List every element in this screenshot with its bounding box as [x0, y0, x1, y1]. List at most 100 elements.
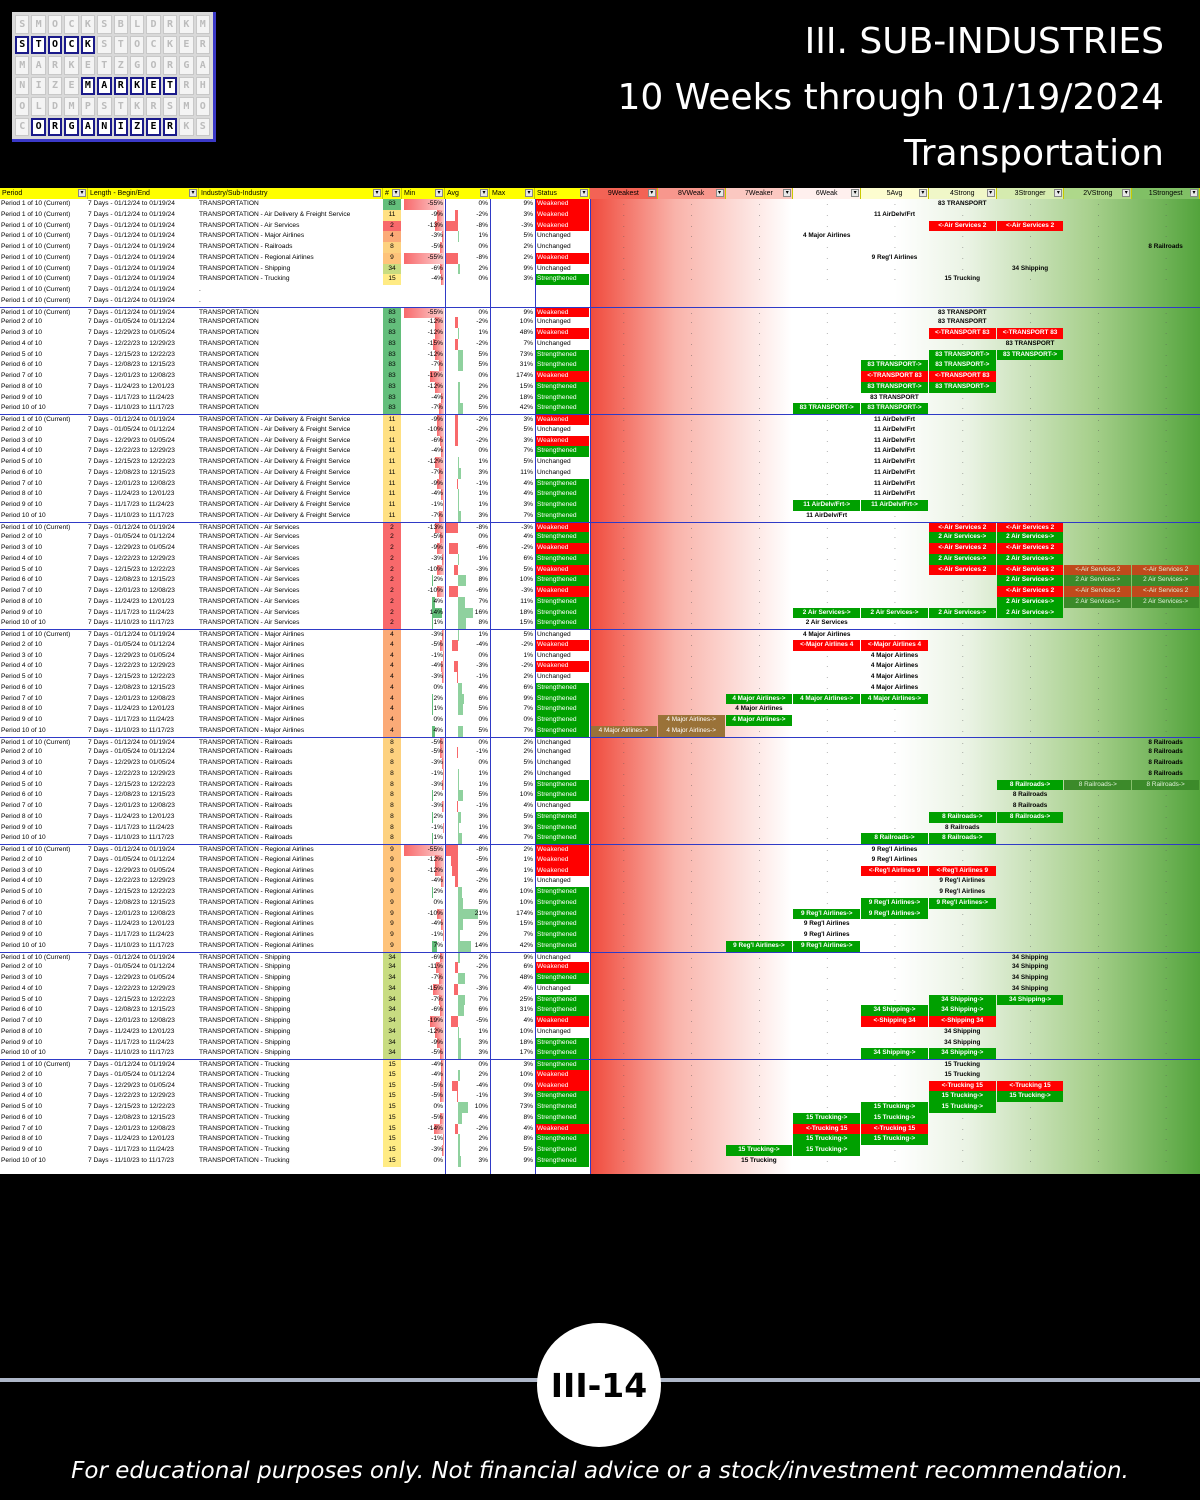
empty-marker: .: [623, 276, 625, 283]
empty-marker: .: [1097, 835, 1100, 842]
min-bar: [432, 607, 442, 619]
level-cell-3stronger: 2 Air Services->: [996, 607, 1064, 619]
cell-max: 3%: [523, 501, 533, 508]
filter-dropdown-icon[interactable]: ▾: [647, 189, 656, 197]
cell-industry: TRANSPORTATION - Shipping: [199, 995, 291, 1003]
empty-marker: .: [623, 770, 625, 777]
avg-bar: [458, 833, 462, 844]
filter-dropdown-icon[interactable]: ▾: [1054, 189, 1063, 197]
column-header-6weak[interactable]: 6Weak ▾: [793, 188, 862, 199]
cell-length: 7 Days - 11/10/23 to 11/17/23: [88, 726, 174, 734]
cell-period: Period 10 of 10: [1, 511, 46, 519]
cell-length: 7 Days - 12/29/23 to 01/05/24: [88, 329, 175, 336]
column-header-length-begin-end[interactable]: Length - Begin/End ▾: [88, 188, 199, 199]
column-header-min[interactable]: Min ▾: [402, 188, 445, 199]
empty-marker: .: [826, 706, 829, 713]
empty-marker: .: [894, 706, 896, 713]
column-header--[interactable]: # ▾: [383, 188, 402, 199]
avg-bar: [458, 822, 459, 834]
avg-bar: [456, 672, 458, 683]
empty-marker: .: [758, 856, 761, 863]
filter-dropdown-icon[interactable]: ▾: [525, 189, 533, 197]
column-header-industry-sub-industry[interactable]: Industry/Sub-Industry ▾: [199, 188, 383, 199]
empty-marker: .: [1029, 405, 1032, 412]
cell-min: -3%: [431, 780, 443, 788]
empty-marker: .: [690, 1147, 693, 1153]
cell-min: -1%: [431, 651, 443, 659]
empty-marker: .: [690, 1007, 693, 1014]
cell-count: 4: [383, 630, 401, 641]
cell-avg: 2%: [478, 393, 488, 401]
column-header-4strong[interactable]: 4Strong ▾: [928, 188, 997, 199]
cell-industry: TRANSPORTATION - Regional Airlines: [199, 855, 314, 863]
empty-marker: .: [690, 534, 693, 541]
empty-marker: .: [1097, 555, 1100, 562]
filter-dropdown-icon[interactable]: ▾: [986, 189, 995, 197]
empty-marker: .: [826, 1157, 829, 1164]
cell-max: 7%: [523, 726, 533, 734]
empty-marker: .: [758, 620, 761, 627]
cell-avg: 7%: [478, 597, 488, 605]
avg-bar: [458, 618, 466, 629]
table-row: Period 2 of 10 7 Days - 01/05/24 to 01/12…: [0, 639, 1200, 651]
filter-dropdown-icon[interactable]: ▾: [78, 189, 86, 197]
filter-dropdown-icon[interactable]: ▾: [851, 189, 860, 197]
cell-avg: -1%: [476, 673, 488, 680]
column-header-1strongest[interactable]: 1Strongest ▾: [1132, 188, 1200, 199]
cell-avg: -8%: [476, 253, 488, 261]
empty-marker: .: [826, 770, 829, 777]
filter-dropdown-icon[interactable]: ▾: [783, 189, 792, 197]
empty-marker: .: [1029, 727, 1032, 734]
filter-dropdown-icon[interactable]: ▾: [715, 189, 724, 197]
empty-marker: .: [623, 1082, 625, 1089]
level-cell-6weak: 9 Reg'l Airlines: [803, 920, 850, 928]
empty-marker: .: [1097, 1007, 1100, 1014]
cell-period: Period 2 of 10: [1, 640, 43, 648]
empty-marker: .: [894, 652, 896, 659]
cell-count: 83: [383, 360, 401, 371]
avg-bar: [449, 586, 458, 597]
column-header-avg[interactable]: Avg ▾: [445, 188, 490, 199]
level-cell-4strong: 34 Shipping->: [928, 1048, 996, 1059]
cell-industry: TRANSPORTATION - Railroads: [199, 759, 293, 766]
table-row: Period 1 of 10 (Current) 7 Days - 01/12/2…: [0, 951, 1200, 964]
empty-marker: .: [758, 405, 761, 412]
empty-marker: .: [758, 975, 761, 981]
column-header-max[interactable]: Max ▾: [490, 188, 535, 199]
cell-count: 4: [383, 650, 401, 662]
table-row: Period 9 of 10 7 Days - 11/17/23 to 11/24…: [0, 822, 1200, 834]
empty-marker: .: [1097, 803, 1100, 809]
empty-marker: .: [826, 577, 829, 584]
column-header-status[interactable]: Status ▾: [535, 188, 590, 199]
column-header-period[interactable]: Period ▾: [0, 188, 88, 199]
level-cell-4strong: 15 Trucking->: [928, 1102, 996, 1113]
filter-dropdown-icon[interactable]: ▾: [918, 189, 927, 197]
column-header-8vweak[interactable]: 8VWeak ▾: [657, 188, 726, 199]
filter-dropdown-icon[interactable]: ▾: [435, 189, 443, 197]
column-header-3stronger[interactable]: 3Stronger ▾: [996, 188, 1065, 199]
min-bar: [441, 489, 444, 500]
filter-dropdown-icon[interactable]: ▾: [189, 189, 197, 197]
column-header-7weaker[interactable]: 7Weaker ▾: [725, 188, 794, 199]
cell-count: 83: [383, 317, 401, 328]
level-cell-1strongest: <-Air Services 2: [1132, 564, 1199, 576]
cell-max: 7%: [523, 511, 533, 519]
filter-dropdown-icon[interactable]: ▾: [1190, 189, 1198, 197]
column-header-2vstrong[interactable]: 2VStrong ▾: [1064, 188, 1133, 199]
cell-status: Weakened: [535, 220, 589, 232]
filter-dropdown-icon[interactable]: ▾: [1122, 189, 1131, 197]
column-header-9weakest[interactable]: 9Weakest ▾: [590, 188, 658, 199]
level-cell-3stronger: <-Air Services 2: [996, 522, 1064, 534]
table-row: Period 8 of 10 7 Days - 11/24/23 to 12/01…: [0, 381, 1200, 393]
cell-min: -4%: [431, 393, 443, 401]
level-cell-4strong: 9 Reg'l Airlines: [939, 877, 986, 885]
avg-bar: [458, 1134, 460, 1145]
filter-dropdown-icon[interactable]: ▾: [480, 189, 488, 197]
column-header-5avg[interactable]: 5Avg ▾: [861, 188, 929, 199]
empty-marker: .: [758, 996, 761, 1003]
level-cell-6weak: 11 AirDelv/Frt: [806, 511, 848, 519]
filter-dropdown-icon[interactable]: ▾: [392, 189, 400, 197]
level-cell-4strong: <-TRANSPORT 83: [928, 328, 996, 339]
filter-dropdown-icon[interactable]: ▾: [373, 189, 381, 197]
filter-dropdown-icon[interactable]: ▾: [580, 189, 588, 197]
